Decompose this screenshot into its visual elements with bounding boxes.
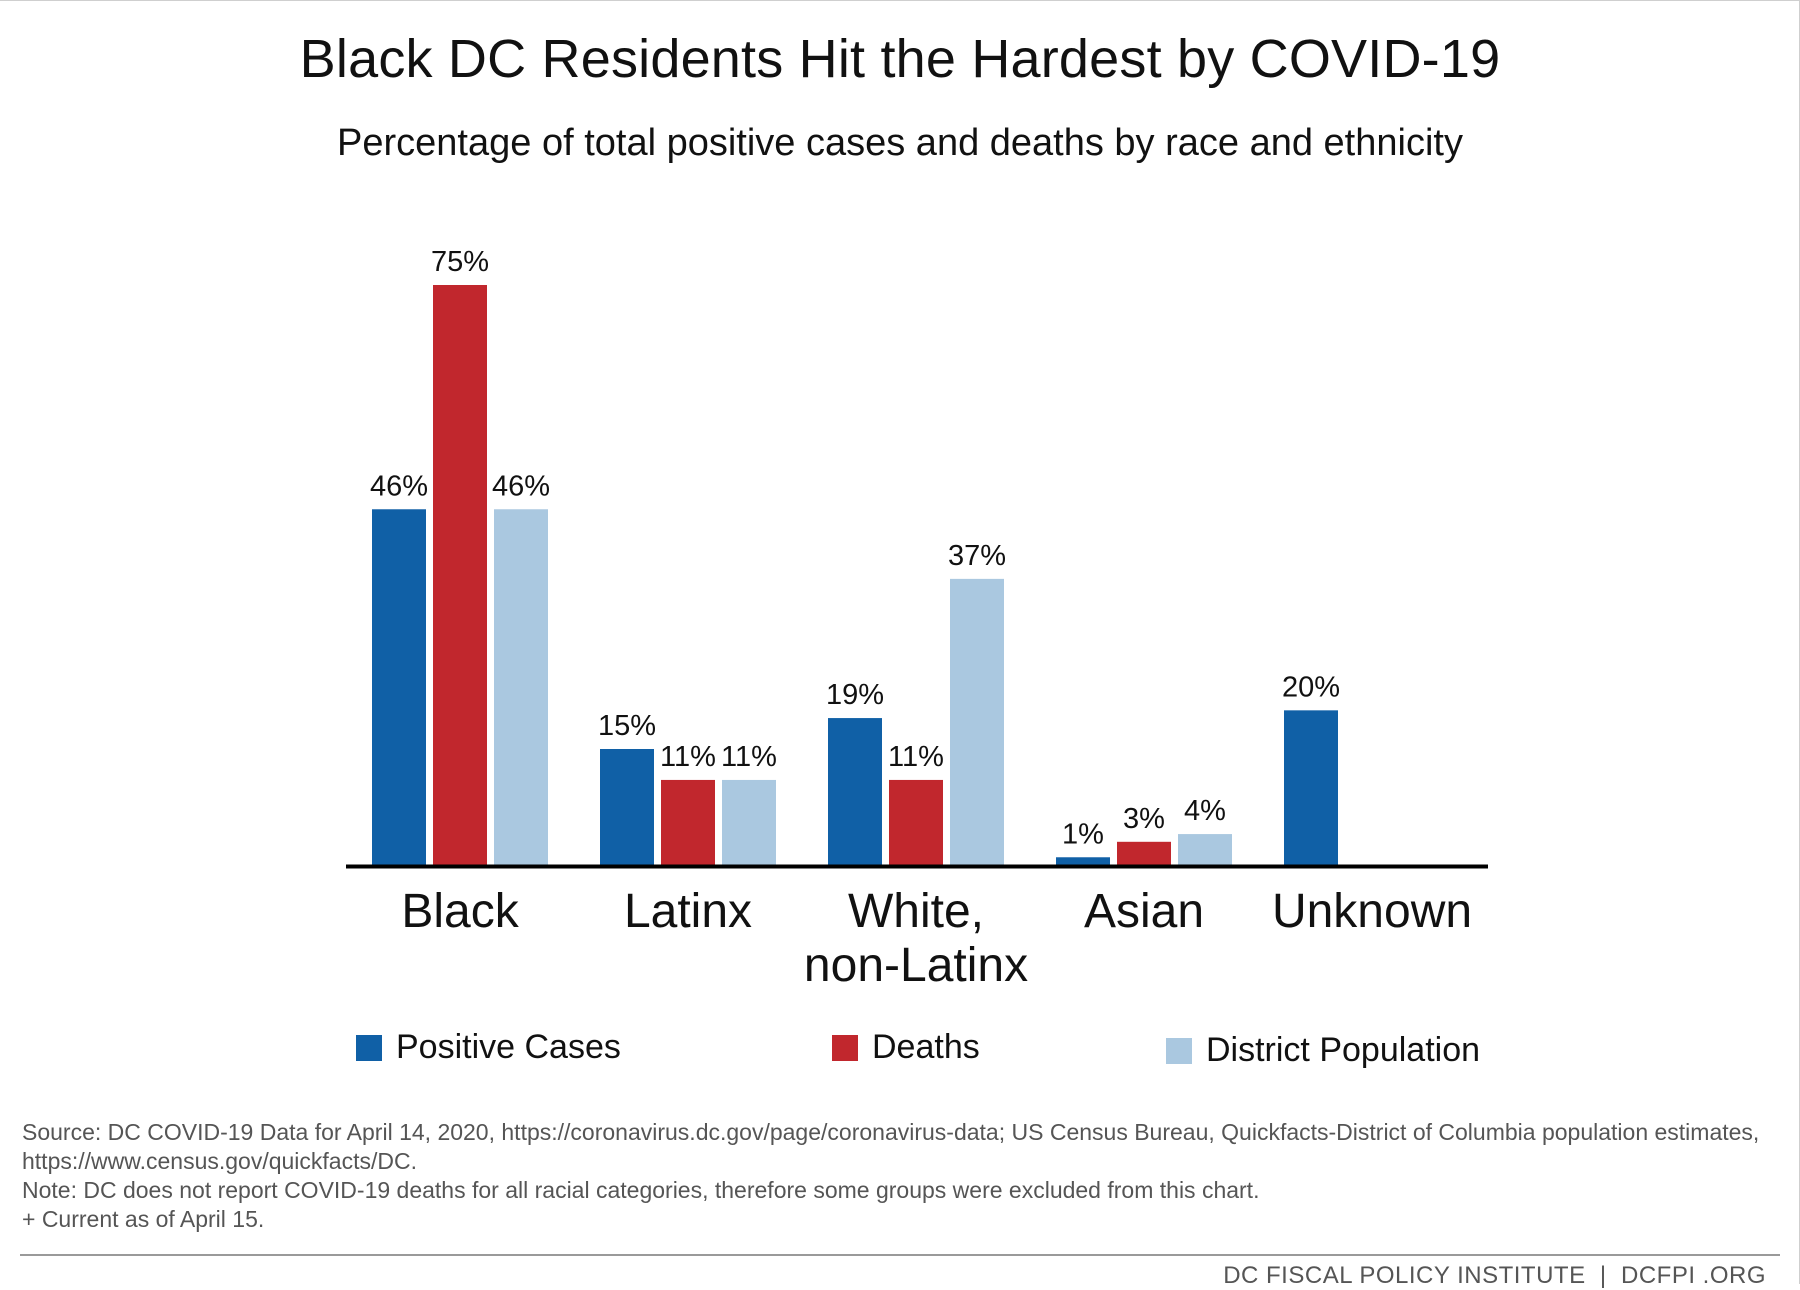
legend-item-district-population: District Population	[1166, 1031, 1480, 1070]
data-label-latinx-positive-cases: 15%	[598, 710, 656, 742]
data-label-unknown-positive-cases: 20%	[1282, 671, 1340, 703]
category-label-asian: Asian	[1084, 885, 1204, 938]
legend-label-deaths: Deaths	[872, 1028, 980, 1066]
footer-rule	[20, 1254, 1780, 1256]
data-label-white-non-latinx-district-population: 37%	[948, 540, 1006, 572]
data-label-asian-district-population: 4%	[1184, 795, 1226, 827]
data-label-latinx-deaths: 11%	[660, 741, 716, 773]
legend-label-district-population: District Population	[1206, 1031, 1481, 1069]
legend-item-deaths: Deaths	[832, 1028, 980, 1067]
data-label-asian-positive-cases: 1%	[1062, 818, 1104, 850]
bar-white-non-latinx-positive-cases	[828, 718, 882, 865]
data-label-white-non-latinx-deaths: 11%	[888, 741, 944, 773]
category-label-black: Black	[401, 885, 519, 938]
data-label-black-deaths: 75%	[431, 246, 489, 278]
legend-label-positive-cases: Positive Cases	[396, 1028, 621, 1066]
legend-swatch-district-population	[1166, 1037, 1192, 1064]
bar-asian-positive-cases	[1056, 857, 1110, 865]
data-label-black-positive-cases: 46%	[370, 470, 428, 502]
bar-black-district-population	[494, 509, 548, 865]
bar-asian-deaths	[1117, 841, 1171, 865]
bar-latinx-positive-cases	[600, 749, 654, 865]
bar-white-non-latinx-district-population	[950, 578, 1004, 865]
chart-subtitle: Percentage of total positive cases and d…	[337, 122, 1463, 164]
data-label-black-district-population: 46%	[492, 470, 550, 502]
frame-top-border	[0, 0, 1800, 1]
legend-item-positive-cases: Positive Cases	[356, 1028, 621, 1067]
data-label-asian-deaths: 3%	[1123, 803, 1165, 835]
bar-black-positive-cases	[372, 509, 426, 865]
bar-unknown-positive-cases	[1284, 710, 1338, 865]
category-label-latinx: Latinx	[624, 885, 752, 938]
bar-latinx-deaths	[661, 779, 715, 865]
category-label-white-non-latinx: White, non-Latinx	[804, 885, 1028, 992]
data-label-white-non-latinx-positive-cases: 19%	[826, 679, 884, 711]
legend-swatch-positive-cases	[356, 1034, 382, 1061]
data-label-latinx-district-population: 11%	[721, 741, 777, 773]
chart-legend: Positive Cases Deaths District Populatio…	[0, 1028, 1800, 1078]
bar-white-non-latinx-deaths	[889, 779, 943, 865]
chart-title: Black DC Residents Hit the Hardest by CO…	[299, 29, 1501, 89]
source-notes: Source: DC COVID-19 Data for April 14, 2…	[22, 1118, 1762, 1234]
source-line: Source: DC COVID-19 Data for April 14, 2…	[22, 1119, 1760, 1174]
bar-asian-district-population	[1178, 834, 1232, 865]
bar-black-deaths	[433, 285, 487, 865]
footer-credit: DC FISCAL POLICY INSTITUTE | DCFPI .ORG	[1223, 1262, 1766, 1289]
category-label-unknown: Unknown	[1272, 885, 1472, 938]
legend-swatch-deaths	[832, 1034, 858, 1061]
bar-latinx-district-population	[722, 779, 776, 865]
current-as-of-line: + Current as of April 15.	[22, 1206, 265, 1232]
note-line: Note: DC does not report COVID-19 deaths…	[22, 1177, 1260, 1203]
